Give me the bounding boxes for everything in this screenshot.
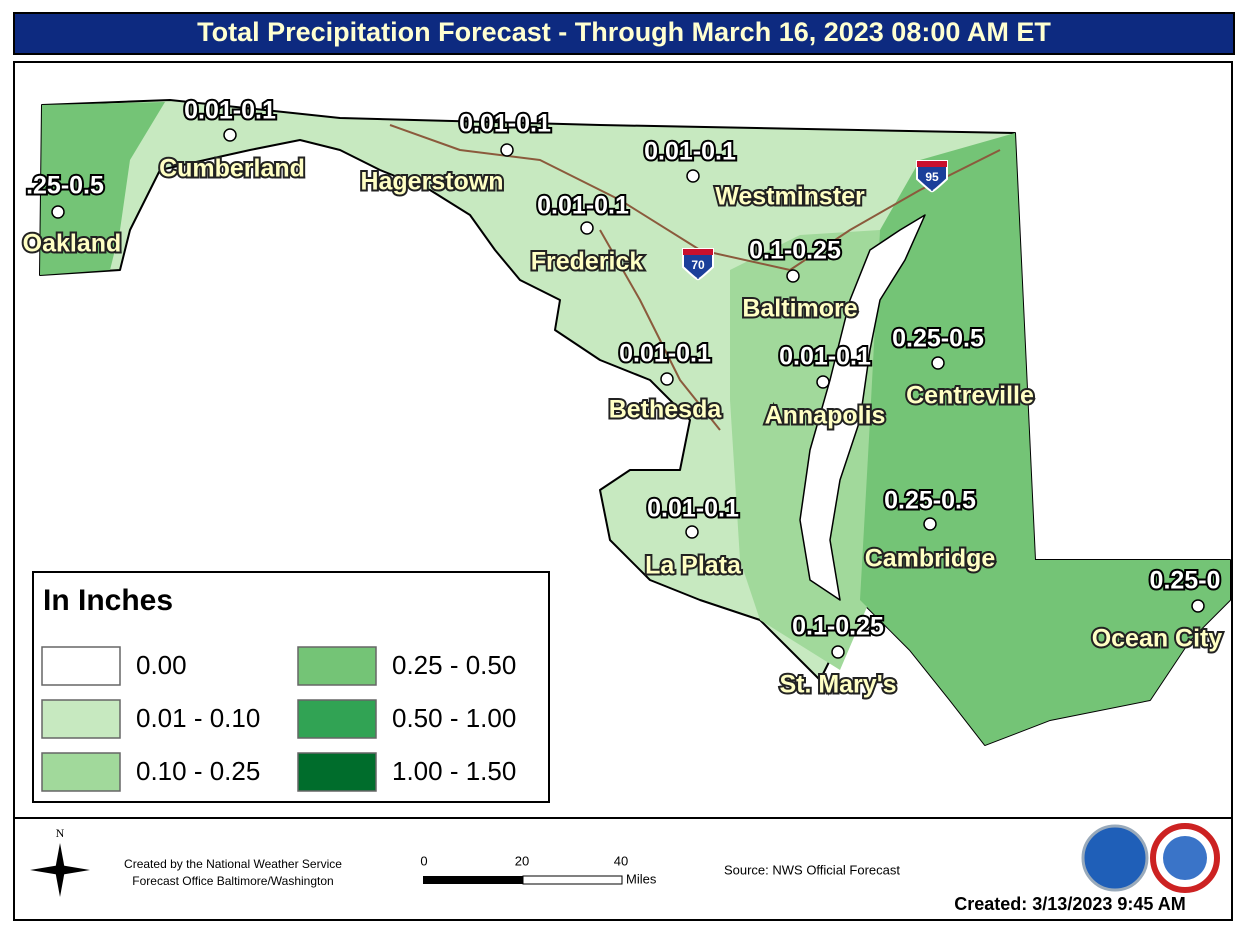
legend-label: 0.01 - 0.10 [136, 703, 260, 733]
city-name: Westminster [715, 183, 865, 211]
city-dot [500, 143, 514, 157]
legend-swatch [41, 752, 121, 792]
legend-label: 0.00 [136, 650, 187, 680]
title: Total Precipitation Forecast - Through M… [197, 17, 1051, 47]
interstate-shield-top [917, 161, 947, 167]
city-dot [51, 205, 65, 219]
city-dot [1191, 599, 1205, 613]
north-arrow: N [30, 826, 90, 897]
legend-swatch [297, 699, 377, 739]
compass [30, 865, 90, 875]
scale-label: 40 [614, 853, 628, 868]
legend-label: 0.50 - 1.00 [392, 703, 516, 733]
amount-label: 0.01-0.1 [184, 97, 276, 125]
city-name: Oakland [23, 230, 122, 258]
city-dot [580, 221, 594, 235]
amount-label: 0.01-0.1 [459, 110, 551, 138]
amount-label: 0.1-0.25 [792, 613, 884, 641]
legend-swatch [297, 646, 377, 686]
interstate-route [599, 229, 721, 431]
scale-segment [522, 875, 623, 885]
amount-label: 0.25-0.5 [892, 325, 984, 353]
credit-line: Created by the National Weather Service [124, 857, 342, 871]
city-name: Frederick [531, 248, 644, 276]
scale-label: 0 [420, 853, 427, 868]
legend-label: 1.00 - 1.50 [392, 756, 516, 786]
amount-label: 0.01-0.1 [644, 138, 736, 166]
credit-line: Forecast Office Baltimore/Washington [132, 874, 333, 888]
city-name: Ocean City [1092, 625, 1223, 653]
north-label: N [56, 826, 65, 840]
amount-label: 0.25-0 [1150, 567, 1221, 595]
city-name: Cumberland [159, 155, 305, 183]
nws-logo-inner [1163, 836, 1207, 880]
map-labels: 95 70 0.01-0.1 Cumberland 0.01-0.1 Hagerstown… [21, 95, 1225, 701]
city-dot [816, 375, 830, 389]
city-name: Centreville [906, 382, 1034, 410]
footer-box [13, 817, 1233, 921]
legend: In Inches 0.00 0.01 - 0.10 0.10 - 0.25 0.25… [32, 571, 550, 803]
city-name: St. Mary's [779, 671, 896, 699]
noaa-logo [1081, 824, 1149, 892]
chesapeake-bay [799, 214, 926, 601]
city-name: Bethesda [609, 396, 723, 424]
scale-bar: 0 20 40 Miles [420, 853, 656, 886]
city-name: La Plata [645, 552, 742, 580]
city-dot [931, 356, 945, 370]
scale-label: 20 [515, 853, 529, 868]
city-dot [685, 525, 699, 539]
legend-swatch [41, 699, 121, 739]
amount-label: 0.1-0.25 [749, 237, 841, 265]
zone-west [40, 102, 165, 275]
created: Created: 3/13/2023 9:45 AM [954, 894, 1185, 914]
city-dot [831, 645, 845, 659]
city-dot [660, 372, 674, 386]
state-map [39, 99, 1231, 746]
amount-label: 0.01-0.1 [779, 343, 871, 371]
title-bar [13, 12, 1235, 55]
legend-label: 0.25 - 0.50 [392, 650, 516, 680]
legend-swatch [41, 646, 121, 686]
legend-box [32, 571, 550, 803]
source: Source: NWS Official Forecast [724, 862, 900, 877]
city-dot [686, 169, 700, 183]
city-name: Hagerstown [360, 168, 503, 196]
city-dot [923, 517, 937, 531]
amount-label: 0.01-0.1 [537, 192, 629, 220]
city-dot [786, 269, 800, 283]
city-name: Annapolis [765, 402, 886, 430]
scale-unit: Miles [626, 871, 657, 886]
interstate-number: 95 [925, 170, 939, 184]
legend-label: 0.10 - 0.25 [136, 756, 260, 786]
legend-title: In Inches [43, 584, 173, 617]
city-name: Cambridge [865, 545, 996, 573]
zone-east [860, 133, 1230, 745]
city-dot [223, 128, 237, 142]
interstate-shield [682, 248, 714, 281]
interstate-shield-top [683, 249, 713, 255]
interstate-number: 70 [691, 258, 705, 272]
legend-swatch [297, 752, 377, 792]
scale-segment [423, 876, 523, 884]
city-name: Baltimore [742, 295, 857, 323]
interstate-shield [916, 160, 948, 193]
amount-label: .25-0.5 [26, 172, 104, 200]
amount-label: 0.25-0.5 [884, 487, 976, 515]
amount-label: 0.01-0.1 [619, 340, 711, 368]
amount-label: 0.01-0.1 [647, 495, 739, 523]
legend-items: 0.00 0.01 - 0.10 0.10 - 0.25 0.25 - 0.50 0.5… [41, 646, 516, 792]
